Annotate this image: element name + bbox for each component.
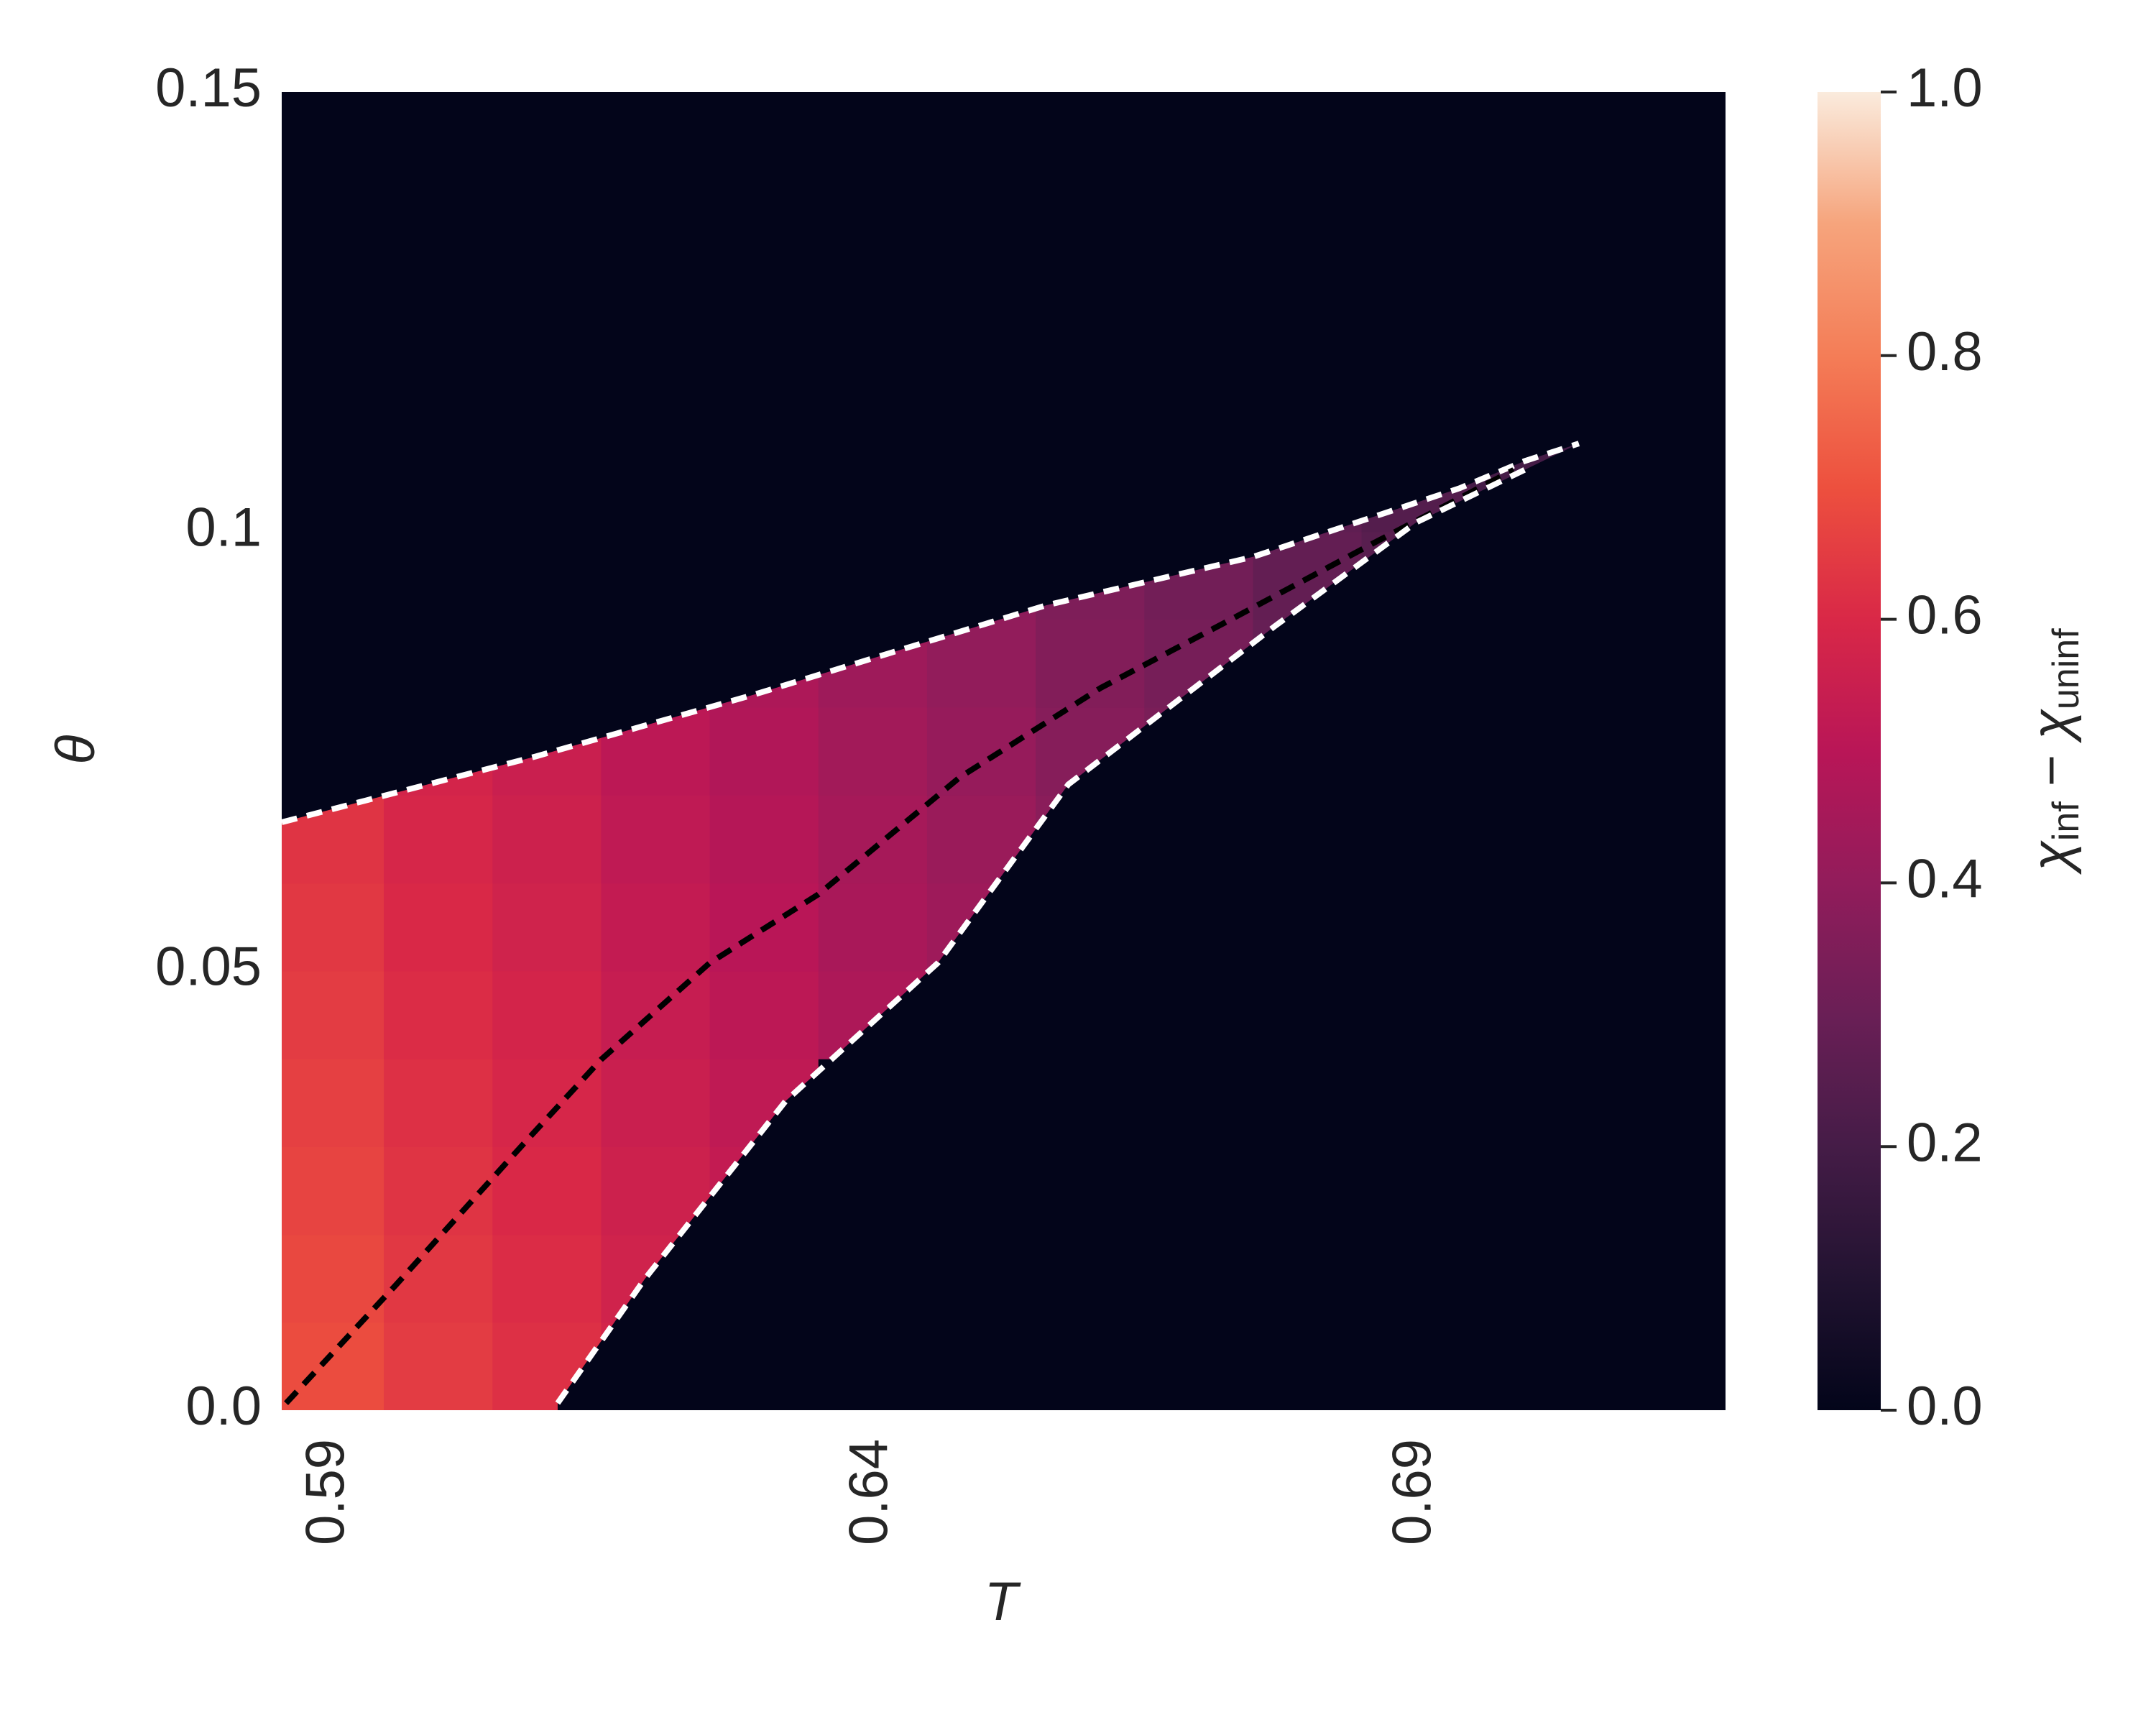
- y-axis-label: θ: [45, 735, 106, 764]
- heatmap-cell: [492, 795, 602, 884]
- heatmap-cell: [492, 1058, 602, 1147]
- colorbar-tick-label: 0.2: [1907, 1112, 1983, 1173]
- heatmap-cell: [492, 883, 602, 972]
- heatmap-cell: [1036, 619, 1146, 708]
- heatmap-cell: [709, 970, 819, 1059]
- heatmap-cell: [384, 1058, 494, 1147]
- heatmap-cell: [492, 970, 602, 1059]
- heatmap-cell: [601, 883, 711, 972]
- colorbar-tick-label: 0.6: [1907, 585, 1983, 646]
- heatmap-cell: [492, 1146, 602, 1236]
- colorbar-label: χinf − χuninf: [2021, 628, 2087, 875]
- heatmap-cell: [384, 883, 494, 972]
- heatmap-cell: [384, 795, 494, 884]
- heatmap-cell: [818, 883, 928, 972]
- y-tick-label: 0.15: [155, 58, 262, 119]
- colorbar-label-sub: inf: [2045, 801, 2087, 841]
- heatmap-cell: [282, 883, 384, 972]
- heatmap-cell: [282, 1146, 384, 1236]
- contour-line: [555, 467, 1526, 1405]
- colorbar-label-part: χ: [2021, 709, 2082, 744]
- heatmap-cell: [709, 795, 819, 884]
- heatmap-cell: [601, 1058, 711, 1147]
- y-tick-label: 0.0: [185, 1376, 262, 1437]
- colorbar-tick-label: 0.4: [1907, 848, 1983, 909]
- heatmap-cell: [492, 1234, 602, 1323]
- heatmap-cell: [282, 1322, 384, 1410]
- heatmap-cell: [601, 795, 711, 884]
- colorbar-label-part: χ: [2021, 840, 2082, 875]
- heatmap-cell: [709, 707, 819, 796]
- colorbar-label-sub: uninf: [2045, 628, 2087, 709]
- x-tick-label: 0.59: [295, 1439, 356, 1545]
- heatmap-cell: [818, 795, 928, 884]
- y-tick-label: 0.1: [185, 497, 262, 558]
- heatmap-cell: [384, 970, 494, 1059]
- colorbar-tick-label: 0.8: [1907, 321, 1983, 382]
- heatmap-cell: [282, 1058, 384, 1147]
- heatmap-cell: [818, 707, 928, 796]
- heatmap-cell: [926, 707, 1036, 796]
- colorbar: [1818, 92, 1881, 1410]
- x-axis-label: T: [985, 1571, 1021, 1632]
- colorbar-label-part: −: [2021, 740, 2082, 802]
- x-tick-label: 0.64: [838, 1439, 899, 1545]
- heatmap-cell: [282, 1234, 384, 1323]
- colorbar-tick-label: 1.0: [1907, 58, 1983, 119]
- colorbar-tick-label: 0.0: [1907, 1376, 1983, 1437]
- heatmap-cell: [384, 1146, 494, 1236]
- y-tick-label: 0.05: [155, 937, 262, 998]
- heatmap-cell: [601, 970, 711, 1059]
- contour-line: [280, 441, 1580, 825]
- x-tick-label: 0.69: [1381, 1439, 1442, 1545]
- heatmap-cell: [282, 970, 384, 1059]
- heatmap-cell: [384, 1322, 494, 1410]
- contour-line: [284, 467, 1516, 1405]
